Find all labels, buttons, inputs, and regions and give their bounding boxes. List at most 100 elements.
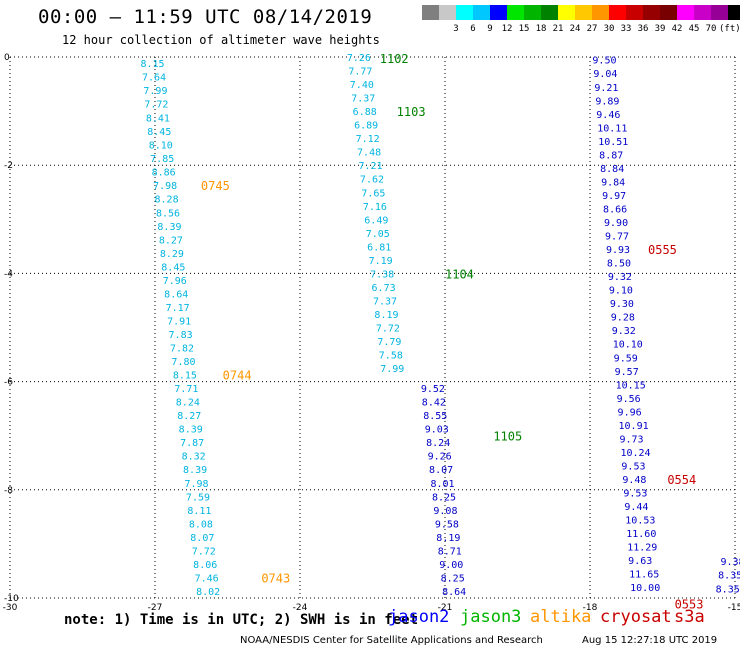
track-time-label: 0743 bbox=[261, 571, 290, 585]
color-scale-label: 33 bbox=[620, 24, 632, 34]
wave-height-value: 7.05 bbox=[366, 229, 390, 240]
wave-height-value: 6.49 bbox=[364, 215, 388, 226]
wave-height-value: 8.10 bbox=[149, 141, 173, 152]
wave-height-value: 7.26 bbox=[347, 53, 371, 64]
wave-height-value: 10.51 bbox=[598, 137, 628, 148]
wave-height-value: 7.12 bbox=[356, 134, 380, 145]
wave-height-value: 7.85 bbox=[150, 154, 174, 165]
wave-height-value: 7.62 bbox=[360, 175, 384, 186]
color-scale-swatch bbox=[422, 5, 439, 20]
wave-height-value: 8.64 bbox=[442, 587, 466, 598]
wave-height-value: 8.42 bbox=[422, 398, 446, 409]
wave-height-value: 9.32 bbox=[612, 326, 636, 337]
wave-height-value: 7.99 bbox=[143, 86, 167, 97]
wave-height-value: 7.48 bbox=[357, 148, 381, 159]
wave-height-value: 10.53 bbox=[625, 516, 655, 527]
wave-height-value: 8.27 bbox=[177, 411, 201, 422]
generated-timestamp: Aug 15 12:27:18 UTC 2019 bbox=[582, 635, 718, 646]
wave-height-value: 7.59 bbox=[186, 492, 210, 503]
legend-altika: altika bbox=[530, 607, 592, 627]
wave-height-value: 8.01 bbox=[431, 479, 455, 490]
wave-height-value: 8.55 bbox=[423, 411, 447, 422]
wave-height-value: 8.32 bbox=[182, 452, 206, 463]
wave-height-value: 9.90 bbox=[604, 218, 628, 229]
wave-height-value: 8.08 bbox=[189, 519, 213, 530]
x-tick-label: -30 bbox=[3, 603, 18, 613]
wave-height-value: 7.87 bbox=[180, 438, 204, 449]
wave-height-value: 9.32 bbox=[608, 272, 632, 283]
wave-height-value: 7.80 bbox=[171, 357, 195, 368]
wave-height-value: 7.72 bbox=[376, 324, 400, 335]
wave-height-value: 10.91 bbox=[619, 421, 649, 432]
track-time-label: 1105 bbox=[493, 430, 522, 444]
wave-height-value: 9.00 bbox=[439, 560, 463, 571]
wave-height-value: 7.98 bbox=[184, 479, 208, 490]
color-scale-swatch bbox=[660, 5, 677, 20]
wave-height-value: 9.08 bbox=[433, 506, 457, 517]
wave-height-value: 10.24 bbox=[620, 448, 650, 459]
wave-height-value: 8.24 bbox=[176, 398, 200, 409]
wave-height-value: 6.89 bbox=[354, 121, 378, 132]
legend-jason3: jason3 bbox=[460, 607, 522, 627]
color-scale-swatch bbox=[558, 5, 575, 20]
y-tick-label: 0 bbox=[4, 53, 10, 63]
color-scale-swatch bbox=[677, 5, 694, 20]
color-scale-swatch bbox=[524, 5, 541, 20]
color-scale-swatch bbox=[439, 5, 456, 20]
wave-height-value: 8.35 bbox=[718, 571, 740, 582]
wave-height-value: 8.19 bbox=[436, 533, 460, 544]
wave-height-value: 9.93 bbox=[606, 245, 630, 256]
legend-s3a: s3a bbox=[674, 607, 705, 627]
wave-height-value: 8.66 bbox=[603, 204, 627, 215]
wave-height-value: 7.16 bbox=[363, 202, 387, 213]
wave-height-value: 9.96 bbox=[618, 407, 642, 418]
wave-height-value: 8.45 bbox=[161, 262, 185, 273]
color-scale-label: 9 bbox=[487, 24, 493, 34]
color-scale-swatch bbox=[473, 5, 490, 20]
wave-height-value: 8.45 bbox=[147, 127, 171, 138]
wave-height-value: 9.77 bbox=[605, 232, 629, 243]
color-scale-swatch bbox=[711, 5, 728, 20]
color-scale-swatch bbox=[592, 5, 609, 20]
wave-height-value: 9.10 bbox=[609, 286, 633, 297]
wave-height-value: 9.63 bbox=[628, 556, 652, 567]
wave-height-value: 7.79 bbox=[377, 337, 401, 348]
wave-height-value: 8.11 bbox=[187, 506, 211, 517]
color-scale-swatch bbox=[609, 5, 626, 20]
legend-jason2: jason2 bbox=[388, 607, 450, 627]
wave-height-value: 7.72 bbox=[144, 100, 168, 111]
x-tick-label: -24 bbox=[293, 603, 308, 613]
wave-height-value: 9.04 bbox=[593, 69, 617, 80]
color-scale-label: 42 bbox=[671, 24, 683, 34]
color-scale-swatch bbox=[626, 5, 643, 20]
wave-height-value: 7.37 bbox=[351, 94, 375, 105]
wave-height-value: 7.72 bbox=[192, 546, 216, 557]
wave-height-value: 9.44 bbox=[624, 502, 648, 513]
wave-height-value: 7.37 bbox=[373, 296, 397, 307]
wave-height-value: 8.28 bbox=[155, 195, 179, 206]
y-tick-label: -10 bbox=[4, 594, 19, 604]
wave-height-value: 8.87 bbox=[599, 150, 623, 161]
wave-height-value: 10.10 bbox=[613, 340, 643, 351]
color-scale-swatch bbox=[456, 5, 473, 20]
wave-height-value: 8.25 bbox=[441, 573, 465, 584]
y-tick-label: -8 bbox=[4, 486, 13, 496]
wave-height-value: 8.07 bbox=[429, 465, 453, 476]
wave-height-value: 10.11 bbox=[597, 123, 627, 134]
wave-height-value: 7.98 bbox=[153, 181, 177, 192]
color-scale-label: 30 bbox=[603, 24, 615, 34]
wave-height-value: 8.15 bbox=[173, 371, 197, 382]
wave-height-value: 8.39 bbox=[183, 465, 207, 476]
color-scale-label: 3 bbox=[453, 24, 459, 34]
wave-height-value: 7.58 bbox=[379, 351, 403, 362]
wave-height-value: 8.15 bbox=[141, 59, 165, 70]
wave-height-value: 8.71 bbox=[438, 546, 462, 557]
wave-height-value: 6.73 bbox=[372, 283, 396, 294]
wave-height-value: 7.99 bbox=[380, 364, 404, 375]
wave-height-value: 9.59 bbox=[614, 353, 638, 364]
wave-height-value: 9.26 bbox=[428, 452, 452, 463]
wave-height-value: 7.77 bbox=[348, 67, 372, 78]
y-tick-label: -6 bbox=[4, 378, 13, 388]
wave-height-value: 9.21 bbox=[594, 83, 618, 94]
wave-height-value: 9.73 bbox=[619, 434, 643, 445]
